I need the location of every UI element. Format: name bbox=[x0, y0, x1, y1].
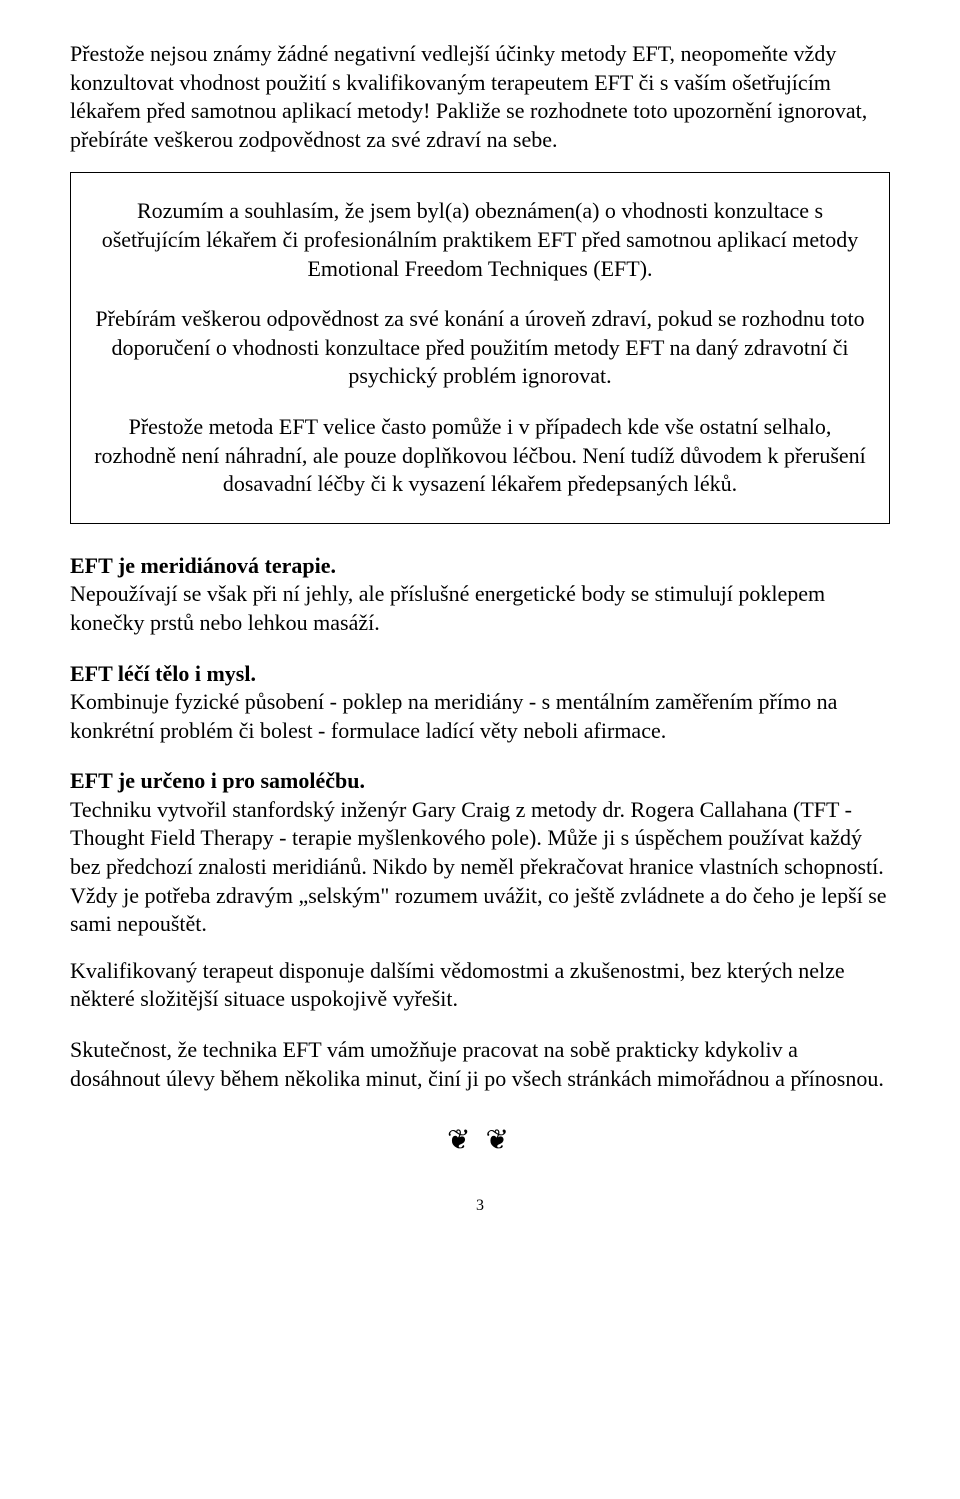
section-paragraph-meridian: Nepoužívají se však při ní jehly, ale př… bbox=[70, 580, 890, 637]
box-paragraph-2: Přebírám veškerou odpovědnost za své kon… bbox=[93, 305, 867, 391]
box-paragraph-1: Rozumím a souhlasím, že jsem byl(a) obez… bbox=[93, 197, 867, 283]
section-heading-meridian: EFT je meridiánová terapie. bbox=[70, 552, 890, 581]
document-page: Přestože nejsou známy žádné negativní ve… bbox=[0, 0, 960, 1245]
consent-box: Rozumím a souhlasím, že jsem byl(a) obez… bbox=[70, 172, 890, 523]
decorative-separator-icon: ❦ ❦ bbox=[70, 1123, 890, 1157]
page-number: 3 bbox=[70, 1197, 890, 1215]
section-heading-body-mind: EFT léčí tělo i mysl. bbox=[70, 660, 890, 689]
section-paragraph-body-mind: Kombinuje fyzické působení - poklep na m… bbox=[70, 688, 890, 745]
intro-paragraph: Přestože nejsou známy žádné negativní ve… bbox=[70, 40, 890, 154]
section-paragraph-self-heal-2: Kvalifikovaný terapeut disponuje dalšími… bbox=[70, 957, 890, 1014]
box-paragraph-3: Přestože metoda EFT velice často pomůže … bbox=[93, 413, 867, 499]
section-heading-self-heal: EFT je určeno i pro samoléčbu. bbox=[70, 767, 890, 796]
closing-paragraph: Skutečnost, že technika EFT vám umožňuje… bbox=[70, 1036, 890, 1093]
section-paragraph-self-heal-1: Techniku vytvořil stanfordský inženýr Ga… bbox=[70, 796, 890, 939]
